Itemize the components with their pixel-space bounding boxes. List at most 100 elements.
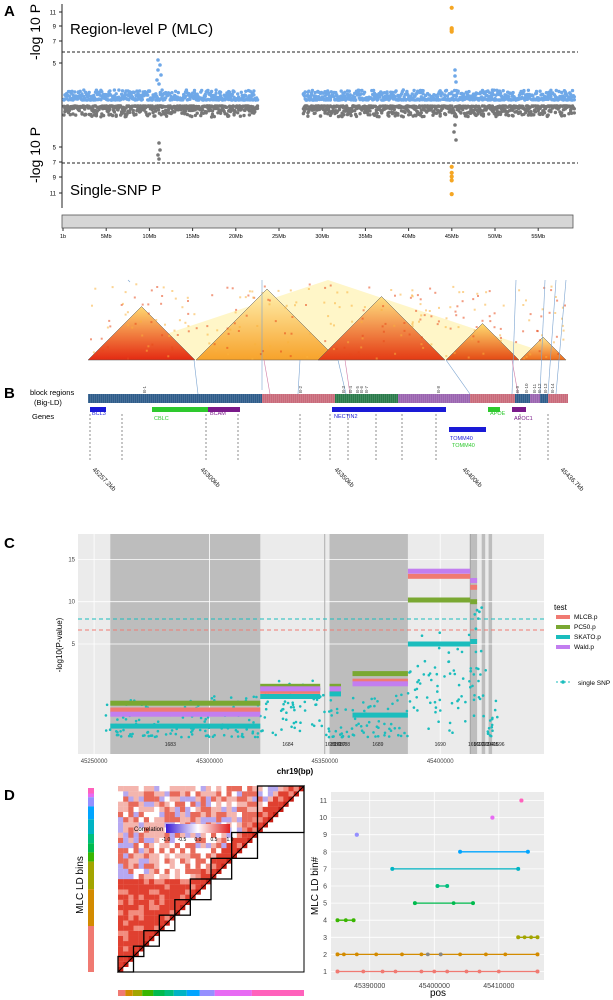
- a-region-point: [230, 98, 234, 102]
- ld-cell: [168, 335, 171, 337]
- genome-tick-label: 35Mb: [359, 234, 373, 240]
- heat-cell: [149, 806, 155, 812]
- heat-cell: [118, 956, 124, 962]
- heat-cell: [159, 920, 165, 926]
- block-texture: [262, 394, 263, 403]
- heat-cell: [128, 822, 134, 828]
- block-texture: [342, 394, 343, 403]
- block-texture: [476, 394, 477, 403]
- c-snp-point: [453, 672, 457, 676]
- block-texture: [194, 394, 195, 403]
- legend-swatch: [556, 615, 570, 619]
- c-snp-point: [252, 695, 256, 699]
- d-bin-endpoint: [516, 866, 521, 871]
- heat-cell: [236, 842, 243, 849]
- ld-cell: [411, 325, 414, 328]
- bottom-bin-strip-segment: [251, 990, 304, 996]
- heat-cell: [159, 786, 165, 792]
- heat-cell: [195, 848, 201, 854]
- heat-cell: [159, 811, 165, 818]
- c-snp-point: [299, 721, 302, 724]
- c-snp-point: [318, 719, 321, 722]
- heat-cell: [221, 786, 227, 792]
- left-bin-strip-segment: [88, 793, 94, 798]
- heat-cell: [123, 946, 129, 952]
- a-region-point: [435, 95, 440, 99]
- a-snp-point: [569, 111, 574, 116]
- heat-cell: [231, 801, 237, 807]
- ld-cell: [361, 317, 364, 320]
- a-snp-point: [302, 109, 306, 114]
- ld-cell: [457, 326, 460, 329]
- block-texture: [248, 394, 249, 403]
- ld-cell: [184, 321, 187, 324]
- ld-cell: [106, 326, 109, 329]
- left-bin-strip-segment: [88, 852, 94, 862]
- heat-cell: [174, 904, 181, 911]
- ld-connector: [539, 279, 546, 395]
- a-region-point: [135, 89, 139, 93]
- a-snp-point: [242, 113, 246, 118]
- heat-cell: [180, 873, 186, 880]
- c-snp-point: [328, 710, 331, 713]
- heat-cell: [169, 817, 175, 823]
- a-region-point: [302, 94, 306, 98]
- block-texture: [282, 394, 283, 403]
- a-snp-point: [549, 109, 553, 114]
- heat-cell: [236, 801, 243, 807]
- heat-cell: [118, 925, 124, 931]
- heat-cell: [123, 858, 129, 864]
- heat-cell: [236, 827, 243, 833]
- gene-bar: [449, 427, 486, 432]
- block-texture: [202, 394, 203, 403]
- heat-cell: [149, 791, 155, 797]
- c-snp-point: [374, 735, 377, 738]
- heat-cell: [216, 801, 222, 807]
- heat-cell: [200, 811, 206, 818]
- c-snp-point: [345, 730, 349, 734]
- heat-cell: [128, 873, 134, 880]
- a-region-point: [248, 89, 252, 94]
- block-position: 45350kb: [333, 466, 356, 489]
- block-texture: [436, 394, 437, 403]
- heat-cell: [138, 801, 144, 807]
- heat-cell: [138, 806, 144, 812]
- block-texture: [196, 394, 197, 403]
- block-segment: [548, 394, 568, 403]
- block-texture: [422, 394, 423, 403]
- big-ld-label: (Big-LD): [34, 398, 62, 407]
- heat-cell: [236, 786, 243, 792]
- legend-label: PC50.p: [574, 624, 596, 631]
- ld-cell: [555, 335, 558, 338]
- ld-cell: [186, 296, 189, 299]
- ld-cell: [290, 332, 293, 335]
- heat-cell: [143, 801, 150, 807]
- ld-cell: [187, 330, 190, 333]
- ld-cell: [361, 337, 364, 340]
- c-snp-point: [397, 733, 400, 737]
- heat-cell: [180, 842, 186, 849]
- heat-cell: [242, 796, 248, 802]
- a-region-point: [492, 88, 496, 92]
- block-texture: [188, 394, 189, 403]
- heat-cell: [138, 822, 144, 828]
- a-snp-point: [499, 110, 504, 114]
- heat-cell: [159, 889, 165, 895]
- ld-cell: [151, 343, 154, 346]
- c-snp-point: [417, 679, 421, 682]
- ld-connector: [511, 279, 517, 395]
- heat-cell: [133, 863, 139, 869]
- heat-cell: [242, 811, 248, 818]
- heat-cell: [221, 842, 227, 849]
- legend-label: SKATO.p: [574, 634, 601, 641]
- d-bin-endpoint: [351, 918, 356, 923]
- a-region-point: [410, 92, 414, 96]
- ld-cell: [150, 289, 153, 292]
- c-snp-point: [496, 715, 499, 719]
- a-region-point: [479, 95, 484, 99]
- panel-b: B block regions (Big-LD) Genes B-1 B-2 B-3…: [4, 279, 585, 493]
- colorbar-tick-label: -0.5: [178, 837, 187, 843]
- heat-cell: [169, 904, 175, 911]
- c-test-segment: [407, 568, 471, 574]
- heat-cell: [138, 941, 144, 947]
